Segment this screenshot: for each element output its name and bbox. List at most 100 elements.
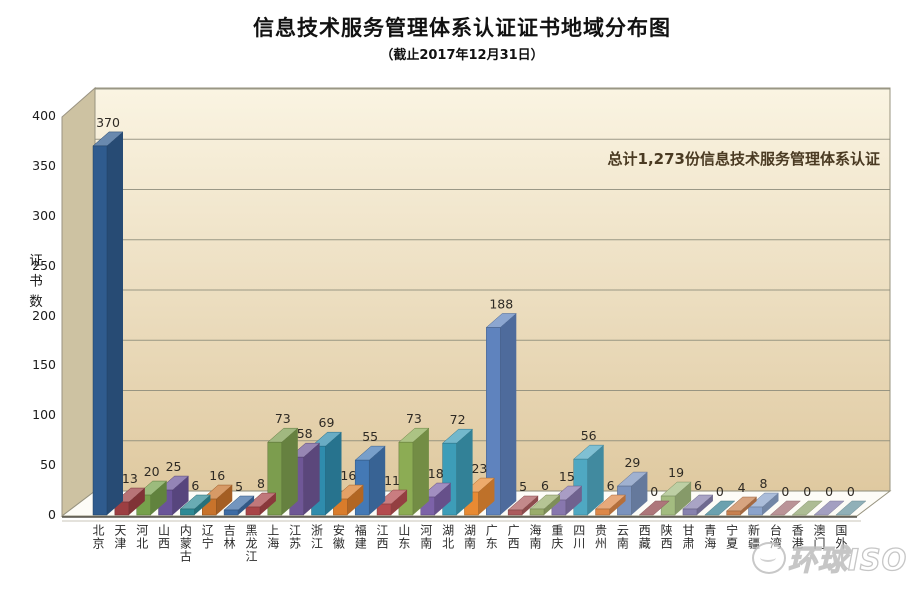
ytick-label-350: 350 [32, 157, 56, 173]
bar-value-label-台湾: 0 [781, 484, 789, 499]
bar-北京 [92, 145, 108, 516]
bar-value-label-宁夏: 4 [738, 480, 746, 495]
y-axis-title: 证书数 [26, 253, 42, 315]
category-label-西藏: 西藏 [637, 524, 652, 550]
bar-side-陕西 [675, 482, 692, 515]
category-label-湖南: 湖南 [462, 524, 477, 550]
page-subtitle: （截止2017年12月31日） [380, 48, 544, 63]
category-label-香港: 香港 [790, 524, 805, 550]
category-label-天津: 天津 [112, 524, 127, 550]
category-label-山东: 山东 [396, 524, 411, 550]
bar-value-label-海南: 6 [541, 478, 549, 493]
bar-side-河南 [434, 483, 451, 515]
category-label-四川: 四川 [571, 524, 586, 550]
bar-value-label-山东: 73 [406, 411, 422, 426]
bar-side-吉林 [238, 496, 255, 515]
bar-zero-tile-青海 [704, 500, 736, 516]
bar-value-label-贵州: 6 [607, 478, 615, 493]
bar-内蒙古 [180, 508, 195, 516]
category-label-新疆: 新疆 [746, 524, 761, 550]
bar-side-福建 [369, 446, 386, 515]
category-label-河北: 河北 [134, 524, 149, 550]
category-label-浙江: 浙江 [309, 524, 324, 550]
watermark-logo-icon [752, 542, 786, 574]
category-label-贵州: 贵州 [593, 524, 608, 550]
bar-value-label-新疆: 8 [760, 476, 768, 491]
ytick-label-200: 200 [32, 307, 56, 323]
chart-side-wall [61, 86, 96, 518]
bar-side-四川 [587, 445, 604, 515]
bar-side-内蒙古 [194, 495, 211, 515]
bar-side-山西 [172, 476, 189, 515]
bar-value-label-河北: 20 [144, 464, 160, 479]
bar-宁夏 [726, 510, 741, 516]
bar-value-label-江苏: 58 [297, 426, 313, 441]
bar-value-label-广东: 188 [489, 296, 513, 311]
category-label-青海: 青海 [702, 524, 717, 550]
bar-value-label-陕西: 19 [668, 465, 684, 480]
bar-zero-tile-澳门 [813, 500, 845, 516]
bar-value-label-香港: 0 [803, 484, 811, 499]
category-label-安徽: 安徽 [331, 524, 346, 550]
bar-value-label-西藏: 0 [650, 484, 658, 499]
category-label-澳门: 澳门 [812, 524, 827, 550]
bar-value-label-安徽: 16 [340, 468, 356, 483]
bar-value-label-湖南: 23 [471, 461, 487, 476]
bar-江西 [376, 503, 392, 516]
bar-side-新疆 [762, 493, 779, 515]
bar-吉林 [223, 509, 239, 516]
bar-value-label-吉林: 5 [235, 479, 243, 494]
bar-新疆 [748, 506, 763, 516]
bar-贵州 [595, 508, 610, 516]
bar-side-湖北 [456, 429, 473, 515]
bar-zero-tile-香港 [791, 500, 823, 516]
watermark: 环球ISO [752, 537, 907, 579]
category-label-辽宁: 辽宁 [200, 524, 215, 550]
bar-value-label-福建: 55 [362, 429, 378, 444]
watermark-text: 环球ISO [787, 542, 908, 577]
bar-value-label-江西: 11 [384, 473, 400, 488]
category-label-甘肃: 甘肃 [680, 524, 695, 550]
bar-value-label-山西: 25 [166, 459, 182, 474]
bar-zero-tile-国外 [835, 500, 867, 516]
bar-value-label-天津: 13 [122, 471, 138, 486]
bar-value-label-四川: 56 [581, 428, 597, 443]
category-label-陕西: 陕西 [659, 524, 674, 550]
ytick-label-250: 250 [32, 257, 56, 273]
category-label-河南: 河南 [418, 524, 433, 550]
category-label-广东: 广东 [484, 524, 499, 550]
ytick-label-100: 100 [32, 407, 56, 423]
bar-甘肃 [682, 508, 698, 516]
bar-海南 [529, 508, 545, 516]
bar-value-label-内蒙古: 6 [191, 478, 199, 493]
bar-value-label-云南: 29 [624, 455, 640, 470]
category-label-江西: 江西 [375, 524, 390, 550]
category-label-广西: 广西 [506, 524, 521, 550]
bar-value-label-青海: 0 [716, 484, 724, 499]
bar-value-label-广西: 5 [519, 479, 527, 494]
bar-side-海南 [544, 495, 560, 515]
bar-zero-tile-台湾 [769, 500, 802, 516]
category-label-上海: 上海 [265, 524, 280, 550]
bar-side-重庆 [565, 486, 582, 515]
bar-side-甘肃 [696, 495, 713, 515]
bar-side-贵州 [609, 495, 626, 515]
bar-value-label-甘肃: 6 [694, 478, 702, 493]
page-title: 信息技术服务管理体系认证证书地域分布图 [253, 16, 671, 40]
bar-黑龙江 [245, 506, 261, 516]
bar-天津 [114, 501, 130, 516]
bar-value-label-北京: 370 [96, 115, 120, 130]
bar-side-辽宁 [216, 485, 233, 515]
bar-value-label-湖北: 72 [450, 412, 466, 427]
ytick-label-150: 150 [32, 357, 56, 373]
category-label-宁夏: 宁夏 [724, 524, 739, 550]
bar-side-浙江 [325, 432, 342, 515]
ytick-label-300: 300 [32, 207, 56, 223]
bar-side-黑龙江 [259, 493, 276, 515]
bar-side-安徽 [347, 485, 364, 515]
bar-side-湖南 [478, 478, 495, 515]
bar-side-天津 [128, 488, 145, 515]
bar-side-江苏 [303, 443, 320, 515]
